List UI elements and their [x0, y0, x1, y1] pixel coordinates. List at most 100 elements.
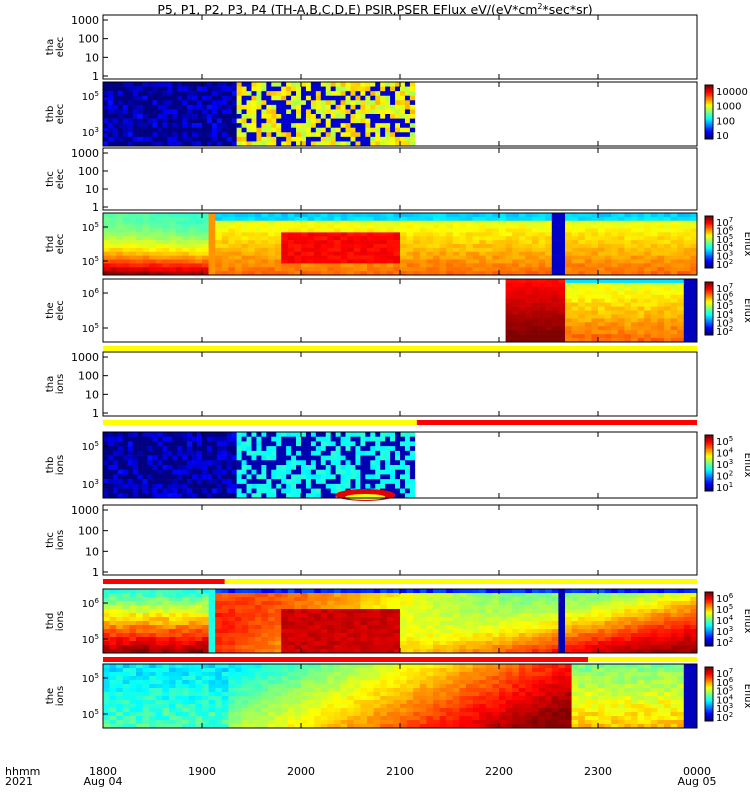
spectro-cell — [157, 114, 163, 119]
spectro-cell — [149, 224, 157, 229]
spectro-cell — [393, 263, 401, 268]
colorbar-step — [705, 222, 713, 225]
spectro-cell — [631, 290, 638, 296]
spectro-cell — [690, 294, 698, 299]
spectro-cell — [472, 633, 480, 638]
spectro-cell — [235, 247, 242, 253]
spectro-cell — [109, 228, 117, 233]
spectro-cell — [373, 259, 381, 264]
spectro-cell — [353, 633, 361, 638]
spectro-cell — [195, 236, 203, 241]
spectro-cell — [112, 474, 119, 480]
spectro-cell — [604, 251, 612, 256]
spectro-cell — [409, 82, 416, 87]
spectro-cell — [132, 432, 138, 438]
spectro-cell — [355, 469, 361, 475]
spectro-cell — [149, 597, 157, 602]
colorbar-step — [705, 217, 713, 219]
spectro-cell — [142, 240, 150, 245]
spectro-cell — [149, 232, 157, 237]
spectro-cell — [231, 488, 237, 494]
spectro-cell — [571, 232, 579, 237]
spectro-cell — [294, 255, 302, 260]
spectro-cell — [690, 338, 698, 343]
spectro-cell — [683, 259, 691, 264]
spectro-cell — [103, 228, 110, 233]
colorbar-step — [705, 227, 713, 230]
spectro-cell — [340, 641, 348, 646]
spectro-cell — [345, 469, 351, 475]
spectro-cell — [558, 224, 566, 229]
spectro-cell — [657, 322, 665, 327]
spectro-cell — [195, 216, 203, 222]
spectro-cell — [584, 306, 592, 311]
spectro-cell — [637, 216, 645, 222]
spectro-cell — [305, 114, 312, 119]
spectro-cell — [215, 645, 223, 650]
colorbar-step — [705, 89, 713, 91]
spectro-cell — [624, 240, 632, 245]
spectro-cell — [127, 91, 133, 97]
spectro-cell — [314, 637, 322, 642]
spectro-cell — [152, 488, 158, 494]
spectro-cell — [246, 132, 252, 138]
spectro-cell — [206, 118, 213, 124]
spectro-cell — [335, 132, 341, 138]
spectro-cell — [327, 605, 335, 610]
spectro-cell — [367, 255, 374, 260]
spectro-cell — [226, 483, 232, 489]
spectro-cell — [518, 213, 526, 218]
spectro-cell — [320, 247, 328, 253]
spectro-cell — [380, 100, 386, 106]
spectro-cell — [254, 625, 262, 630]
spectro-cell — [231, 446, 237, 452]
spectro-cell — [532, 247, 539, 253]
spectro-cell — [538, 310, 546, 315]
spectro-cell — [116, 601, 124, 606]
spectro-cell — [335, 141, 341, 147]
spectro-cell — [314, 271, 322, 276]
colorbar-step — [705, 437, 713, 440]
spectro-cell — [499, 232, 506, 237]
spectro-cell — [261, 240, 269, 245]
spectro-cell — [380, 441, 386, 447]
spectro-cell — [584, 240, 592, 245]
spectro-cell — [266, 118, 272, 124]
colorbar-step — [705, 236, 713, 239]
spectro-cell — [103, 136, 109, 142]
spectro-cell — [320, 95, 327, 101]
spectro-cell — [683, 216, 691, 222]
spectro-cell — [162, 493, 168, 499]
spectro-cell — [241, 82, 247, 87]
spectro-cell — [241, 224, 249, 229]
spectro-cell — [492, 224, 500, 229]
spectro-cell — [426, 247, 434, 253]
spectro-cell — [307, 597, 315, 602]
spectro-cell — [347, 637, 355, 642]
spectro-cell — [367, 593, 374, 598]
spectro-cell — [246, 455, 252, 461]
y-tick-label: 1000 — [71, 504, 99, 517]
spectro-cell — [409, 493, 416, 499]
spectro-cell — [172, 479, 178, 485]
spectro-cell — [136, 621, 143, 626]
spectro-cell — [226, 436, 232, 442]
spectro-cell — [251, 100, 257, 106]
spectro-cell — [375, 465, 381, 471]
spectro-cell — [370, 474, 376, 480]
spectro-cell — [452, 236, 460, 241]
spectro-cell — [617, 322, 625, 327]
spectro-cell — [340, 259, 348, 264]
spectro-cell — [172, 465, 178, 471]
spectro-cell — [690, 302, 698, 307]
spectro-cell — [208, 267, 216, 272]
spectro-cell — [617, 286, 625, 292]
spectro-cell — [192, 436, 198, 442]
spectro-cell — [195, 224, 203, 229]
spectro-cell — [330, 465, 336, 471]
spectro-cell — [291, 104, 297, 110]
spectro-cell — [228, 621, 236, 626]
spectro-cell — [112, 114, 119, 119]
spectro-cell — [221, 633, 229, 638]
